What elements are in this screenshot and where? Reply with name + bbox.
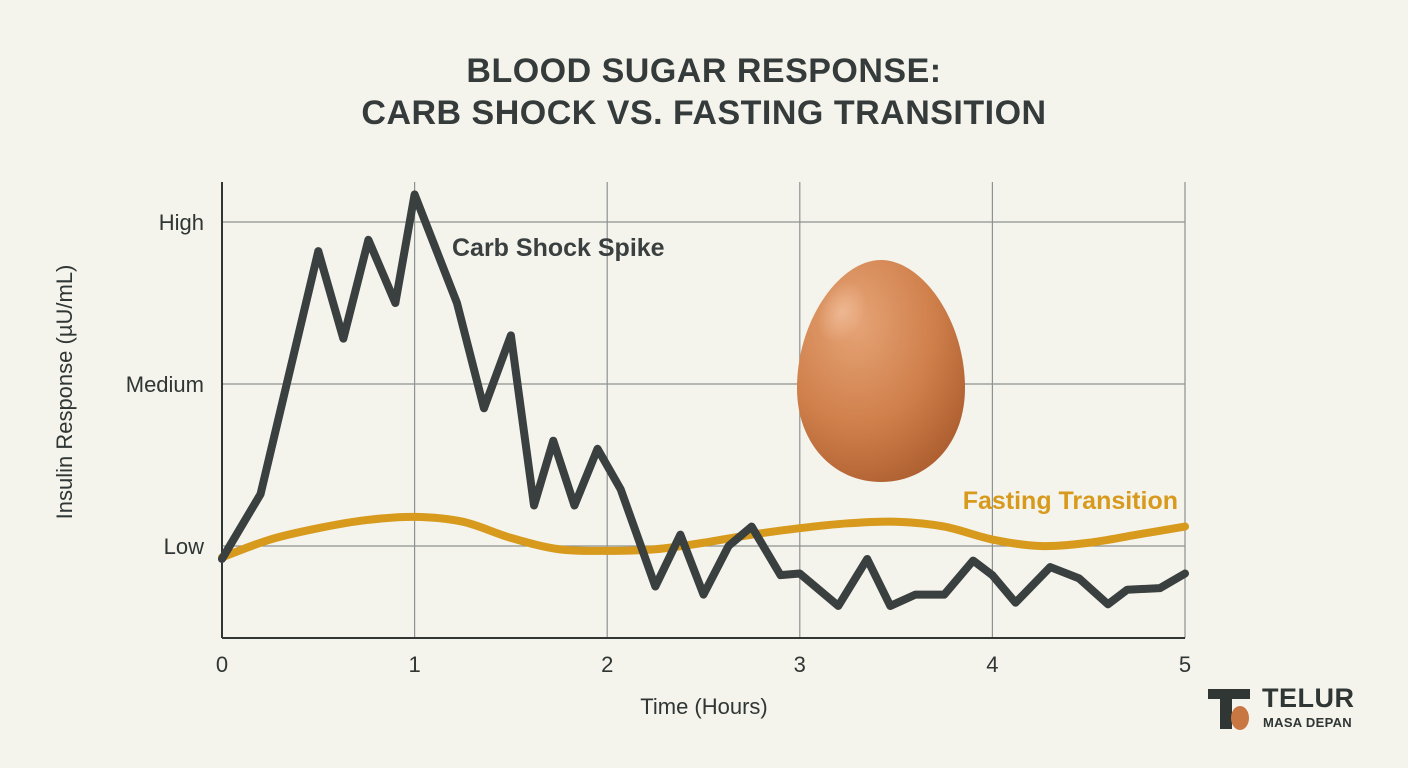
y-tick-label-high: High (159, 210, 204, 235)
x-tick-label-4: 4 (986, 652, 998, 677)
egg-logo-icon (1208, 689, 1250, 730)
series-label-fasting: Fasting Transition (963, 487, 1178, 515)
x-tick-label-2: 2 (601, 652, 613, 677)
axes: 0 1 2 3 4 5 Low Medium High (126, 182, 1191, 677)
y-tick-label-low: Low (164, 534, 204, 559)
x-axis-label: Time (Hours) (640, 694, 768, 719)
egg-highlight (817, 281, 867, 343)
brand-subtitle: MASA DEPAN (1263, 715, 1352, 730)
chart-title-line-1: BLOOD SUGAR RESPONSE: (466, 52, 942, 90)
series-line-carb-shock-spike (218, 190, 1189, 610)
y-axis-label: Insulin Response (µU/mL) (52, 265, 77, 520)
egg-illustration (797, 260, 965, 482)
egg-icon (797, 260, 965, 482)
chart-title-line-2: CARB SHOCK VS. FASTING TRANSITION (361, 94, 1047, 132)
brand-logo: TELUR MASA DEPAN (1206, 683, 1396, 733)
brand-name: TELUR (1262, 683, 1355, 713)
data-series (218, 190, 1189, 610)
series-label-carb-shock: Carb Shock Spike (452, 234, 665, 262)
x-tick-label-0: 0 (216, 652, 228, 677)
x-tick-label-3: 3 (794, 652, 806, 677)
chart-labels: Insulin Response (µU/mL) Time (Hours) Ca… (52, 234, 1178, 719)
x-tick-label-5: 5 (1179, 652, 1191, 677)
series-line-fasting-transition (218, 512, 1189, 562)
x-tick-label-1: 1 (408, 652, 420, 677)
y-tick-label-medium: Medium (126, 372, 204, 397)
